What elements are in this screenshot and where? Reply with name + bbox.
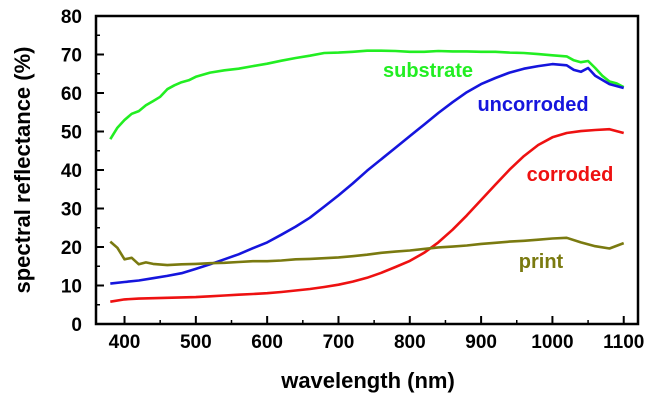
x-tick-label: 700 <box>323 332 355 353</box>
x-axis-title: wavelength (nm) <box>280 368 455 393</box>
y-tick-label: 50 <box>61 123 82 144</box>
y-tick-label: 0 <box>71 315 82 336</box>
y-tick-label: 10 <box>61 277 82 298</box>
y-tick-label: 40 <box>61 161 82 182</box>
y-tick-label: 60 <box>61 84 82 105</box>
series-line-substrate <box>109 49 625 140</box>
y-tick-label: 20 <box>61 238 82 259</box>
x-tick-label: 400 <box>109 332 141 353</box>
series-line-uncorroded <box>110 62 625 285</box>
x-tick-label: 1100 <box>603 332 644 353</box>
series-line-print <box>109 236 625 267</box>
series-label-uncorroded: uncorroded <box>477 94 588 116</box>
series-label-substrate: substrate <box>383 60 473 82</box>
series-line-corroded <box>110 127 625 303</box>
x-tick-label: 800 <box>394 332 426 353</box>
y-tick-label: 70 <box>61 46 82 67</box>
x-tick-label: 900 <box>465 332 497 353</box>
y-tick-label: 30 <box>61 200 82 221</box>
x-tick-label: 600 <box>251 332 283 353</box>
y-tick-label: 80 <box>61 7 82 28</box>
x-tick-label: 1000 <box>531 332 573 353</box>
y-axis-title: spectral reflectance (%) <box>10 47 35 294</box>
series-label-print: print <box>519 251 564 273</box>
x-tick-label: 500 <box>180 332 212 353</box>
series-label-corroded: corroded <box>527 164 614 186</box>
